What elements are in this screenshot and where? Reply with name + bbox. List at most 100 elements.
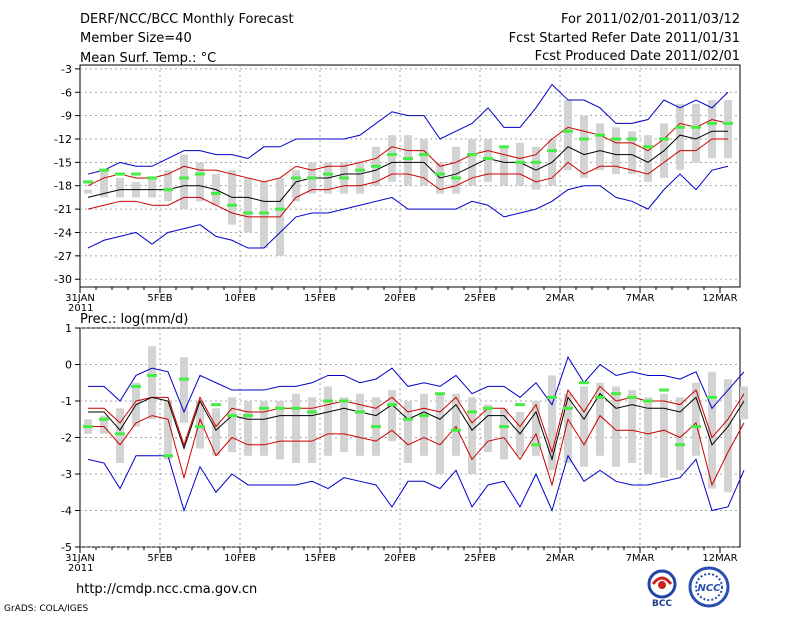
lower-spread-line: [87, 138, 728, 218]
observed-marker: [259, 406, 269, 410]
y-tick-label: -1: [61, 395, 72, 408]
observed-marker: [691, 125, 701, 129]
x-tick-label: 25FEB: [464, 293, 496, 304]
ensemble-box: [596, 123, 604, 171]
ensemble-box: [452, 393, 460, 456]
observed-marker: [659, 388, 669, 392]
x-tick-label: 31JAN: [65, 553, 95, 564]
observed-marker: [547, 395, 557, 399]
observed-marker: [419, 153, 429, 157]
footer-url[interactable]: http://cmdp.ncc.cma.gov.cn: [76, 582, 258, 597]
observed-marker: [243, 211, 253, 215]
observed-marker: [355, 410, 365, 414]
ncc-logo: NCC: [688, 566, 730, 608]
ensemble-box: [564, 393, 572, 464]
upper-spread-line: [87, 118, 729, 187]
ensemble-box: [468, 397, 476, 474]
y-tick-label: -6: [61, 86, 72, 99]
x-tick-label: 10FEB: [224, 553, 256, 564]
y-tick-label: -24: [54, 226, 72, 239]
x-tick-label: 15FEB: [304, 553, 336, 564]
observed-marker: [387, 153, 397, 157]
header-produced-date: Fcst Produced Date 2011/02/01: [534, 49, 740, 64]
x-tick-label: 7MAR: [626, 553, 655, 564]
observed-marker: [339, 176, 349, 180]
ensemble-box: [292, 393, 300, 464]
ensemble-box: [580, 115, 588, 178]
ensemble-box: [724, 100, 732, 159]
observed-marker: [307, 176, 317, 180]
observed-marker: [499, 425, 509, 429]
ensemble-box: [740, 386, 748, 420]
observed-marker: [227, 203, 237, 207]
observed-marker: [115, 172, 125, 176]
observed-marker: [99, 168, 109, 172]
ensemble-box: [564, 100, 572, 171]
observed-marker: [163, 188, 173, 192]
ensemble-box: [708, 100, 716, 159]
y-tick-label: -3: [61, 63, 72, 76]
ensemble-box: [420, 393, 428, 456]
observed-marker: [531, 160, 541, 164]
observed-marker: [179, 377, 189, 381]
observed-marker: [467, 410, 477, 414]
observed-marker: [419, 414, 429, 418]
ensemble-box: [452, 146, 460, 194]
ensemble-mean-line: [87, 130, 728, 202]
ensemble-box: [676, 397, 684, 471]
x-tick-label: 2MAR: [546, 293, 575, 304]
observed-marker: [339, 399, 349, 403]
ensemble-box: [276, 401, 284, 460]
x-tick-label: 25FEB: [464, 553, 496, 564]
ensemble-box: [148, 177, 156, 198]
min-envelope-line: [87, 165, 729, 249]
svg-text:BCC: BCC: [652, 599, 672, 608]
observed-marker: [195, 172, 205, 176]
observed-marker: [371, 425, 381, 429]
y-tick-label: -3: [61, 468, 72, 481]
ensemble-box: [180, 154, 188, 210]
observed-marker: [467, 153, 477, 157]
ensemble-box: [628, 131, 636, 175]
y-tick-label: -2: [61, 432, 72, 445]
observed-marker: [595, 133, 605, 137]
x-tick-label: 20FEB: [384, 293, 416, 304]
observed-marker: [403, 156, 413, 160]
observed-marker: [643, 145, 653, 149]
bcc-logo: BCC: [647, 569, 677, 608]
observed-marker: [387, 403, 397, 407]
x-tick-label: 5FEB: [147, 293, 172, 304]
observed-marker: [531, 443, 541, 447]
y-tick-label: -30: [54, 273, 72, 286]
observed-marker: [707, 121, 717, 125]
temperature-chart-title: Mean Surf. Temp.: °C: [80, 51, 216, 66]
observed-marker: [355, 168, 365, 172]
ensemble-box: [500, 146, 508, 186]
observed-marker: [259, 211, 269, 215]
y-tick-label: 1: [65, 322, 72, 335]
ensemble-box: [196, 401, 204, 449]
observed-marker: [371, 164, 381, 168]
y-tick-label: -12: [54, 133, 72, 146]
y-tick-label: -27: [54, 250, 72, 263]
ensemble-box: [356, 162, 364, 194]
precipitation-chart-title: Prec.: log(mm/d): [80, 312, 188, 327]
ensemble-box: [244, 177, 252, 233]
x-year-label: 2011: [68, 303, 93, 314]
ensemble-box: [212, 408, 220, 456]
svg-text:NCC: NCC: [697, 583, 721, 594]
y-tick-label: -15: [54, 156, 72, 169]
ensemble-box: [500, 408, 508, 460]
observed-marker: [499, 145, 509, 149]
ensemble-box: [164, 170, 172, 202]
min-envelope-line: [87, 454, 745, 513]
observed-marker: [643, 399, 653, 403]
observed-marker: [163, 454, 173, 458]
observed-marker: [291, 406, 301, 410]
observed-marker: [579, 137, 589, 141]
ensemble-box: [644, 135, 652, 182]
observed-marker: [483, 406, 493, 410]
observed-marker: [211, 403, 221, 407]
x-tick-label: 5FEB: [147, 553, 172, 564]
observed-marker: [563, 406, 573, 410]
